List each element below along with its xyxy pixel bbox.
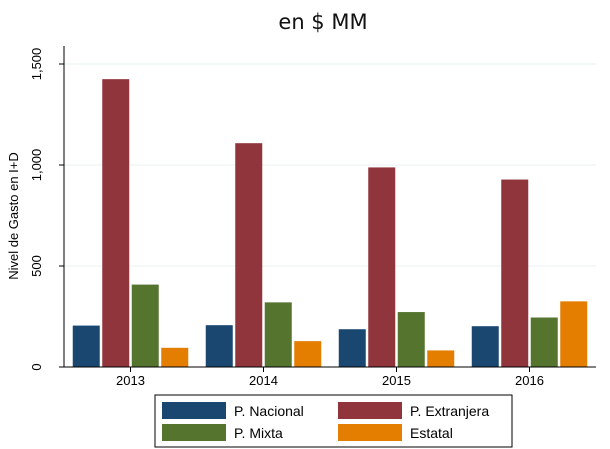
legend-label: P. Mixta bbox=[234, 425, 283, 441]
legend-swatch bbox=[338, 424, 402, 441]
legend-swatch bbox=[338, 402, 402, 419]
y-tick-label: 1,000 bbox=[29, 149, 44, 182]
axes: 0 500 1,000 1,500 2013 2014 2015 2016 bbox=[29, 46, 596, 388]
bar bbox=[131, 284, 159, 367]
bar bbox=[161, 347, 189, 367]
bar bbox=[368, 167, 396, 367]
x-tick-label: 2016 bbox=[515, 373, 544, 388]
chart-title: en $ MM bbox=[278, 10, 367, 34]
x-tick-label: 2014 bbox=[249, 373, 278, 388]
bar bbox=[427, 350, 455, 367]
bar bbox=[471, 326, 499, 367]
legend: P. Nacional P. Extranjera P. Mixta Estatal bbox=[154, 394, 513, 448]
bar bbox=[72, 325, 100, 367]
bar bbox=[235, 143, 263, 367]
x-tick-label: 2013 bbox=[116, 373, 145, 388]
bars bbox=[72, 79, 588, 368]
bar bbox=[205, 325, 233, 367]
y-tick-label: 500 bbox=[29, 255, 44, 277]
legend-label: P. Nacional bbox=[234, 403, 304, 419]
y-tick-label: 1,500 bbox=[29, 48, 44, 81]
bar bbox=[338, 329, 366, 367]
bar bbox=[264, 302, 292, 367]
legend-label: Estatal bbox=[410, 425, 453, 441]
y-tick-label: 0 bbox=[29, 363, 44, 370]
legend-swatch bbox=[162, 424, 226, 441]
y-axis-label: Nivel de Gasto en I+D bbox=[6, 152, 21, 280]
x-tick-label: 2015 bbox=[382, 373, 411, 388]
bar bbox=[397, 312, 425, 367]
bar bbox=[501, 179, 529, 367]
bar bbox=[560, 301, 588, 367]
legend-label: P. Extranjera bbox=[410, 403, 489, 419]
legend-swatch bbox=[162, 402, 226, 419]
bar bbox=[102, 79, 130, 368]
bar bbox=[530, 317, 558, 367]
bar bbox=[294, 341, 322, 367]
